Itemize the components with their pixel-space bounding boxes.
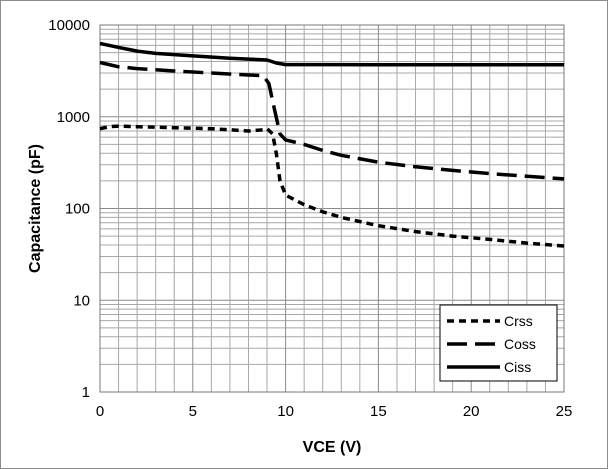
y-tick-label: 100 xyxy=(65,201,90,218)
y-axis-title: Capacitance (pF) xyxy=(27,144,44,273)
y-tick-label: 1000 xyxy=(57,109,90,126)
legend-label-coss: Coss xyxy=(504,336,536,352)
x-tick-label: 25 xyxy=(556,403,573,420)
legend-label-ciss: Ciss xyxy=(504,359,531,375)
tick-labels: 0 5 10 15 20 25 1 10 100 1000 10000 xyxy=(48,17,572,420)
series-line-ciss xyxy=(99,41,564,67)
series-line-coss xyxy=(99,60,565,181)
x-tick-label: 20 xyxy=(463,403,480,420)
legend-label-crss: Crss xyxy=(504,313,533,329)
x-tick-label: 0 xyxy=(96,403,104,420)
x-axis-title: VCE (V) xyxy=(303,439,362,456)
y-tick-label: 10 xyxy=(73,292,90,309)
series-line-crss xyxy=(99,124,565,248)
plot-border xyxy=(99,24,565,393)
plot-area xyxy=(99,24,565,393)
y-tick-label: 1 xyxy=(82,384,90,401)
y-tick-label: 10000 xyxy=(48,17,90,34)
x-tick-label: 5 xyxy=(189,403,197,420)
series-layer xyxy=(99,41,565,248)
x-tick-label: 15 xyxy=(370,403,387,420)
x-tick-label: 10 xyxy=(277,403,294,420)
legend: Crss Coss Ciss xyxy=(439,304,558,382)
